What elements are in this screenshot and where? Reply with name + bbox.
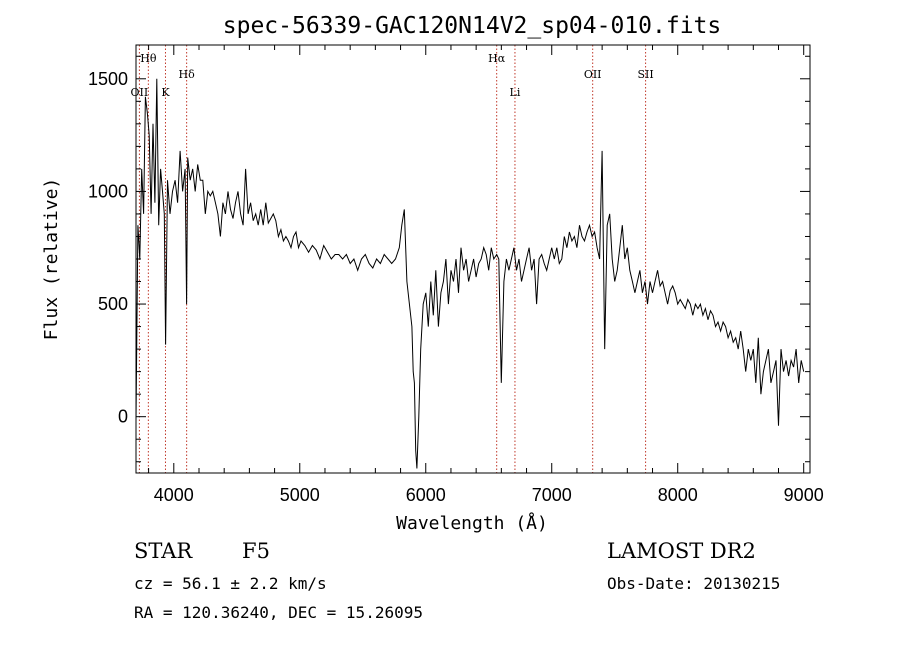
marker-label: OII — [584, 68, 602, 81]
chart-title: spec-56339-GAC120N14V2_sp04-010.fits — [223, 13, 722, 39]
marker-label: Hα — [488, 52, 506, 65]
x-tick-label: 8000 — [658, 485, 698, 505]
line-markers: OII Hθ K Hδ Hα Li OII SII — [131, 45, 654, 473]
spectrum-line — [135, 78, 805, 469]
y-tick-label: 1500 — [88, 69, 128, 89]
x-tick-label: 4000 — [154, 485, 194, 505]
y-tick-label: 0 — [118, 407, 128, 427]
marker-label: Hδ — [179, 68, 196, 81]
x-axis-label: Wavelength (Å) — [396, 512, 548, 534]
x-tick-label: 6000 — [406, 485, 446, 505]
coordinates: RA = 120.36240, DEC = 15.26095 — [134, 603, 423, 622]
plot-frame — [135, 44, 811, 474]
y-tick-label: 500 — [98, 294, 128, 314]
marker-label: Hθ — [140, 52, 157, 65]
y-tick-label: 1000 — [88, 181, 128, 201]
survey-name: LAMOST DR2 — [607, 539, 756, 563]
marker-label: Li — [510, 86, 521, 99]
x-tick-label: 5000 — [280, 485, 320, 505]
observation-date: Obs-Date: 20130215 — [607, 574, 781, 593]
x-tick-label: 9000 — [784, 485, 824, 505]
marker-label: OII — [131, 86, 149, 99]
marker-label: K — [161, 86, 170, 99]
object-subclass: F5 — [242, 539, 270, 563]
x-tick-label: 7000 — [532, 485, 572, 505]
y-axis: 0 500 1000 1500 — [88, 55, 810, 463]
y-axis-label: Flux (relative) — [41, 178, 62, 341]
object-class: STAR — [134, 539, 193, 563]
redshift-velocity: cz = 56.1 ± 2.2 km/s — [134, 574, 327, 593]
x-axis: 4000 5000 6000 7000 8000 9000 — [148, 45, 824, 505]
marker-label: SII — [637, 68, 653, 81]
